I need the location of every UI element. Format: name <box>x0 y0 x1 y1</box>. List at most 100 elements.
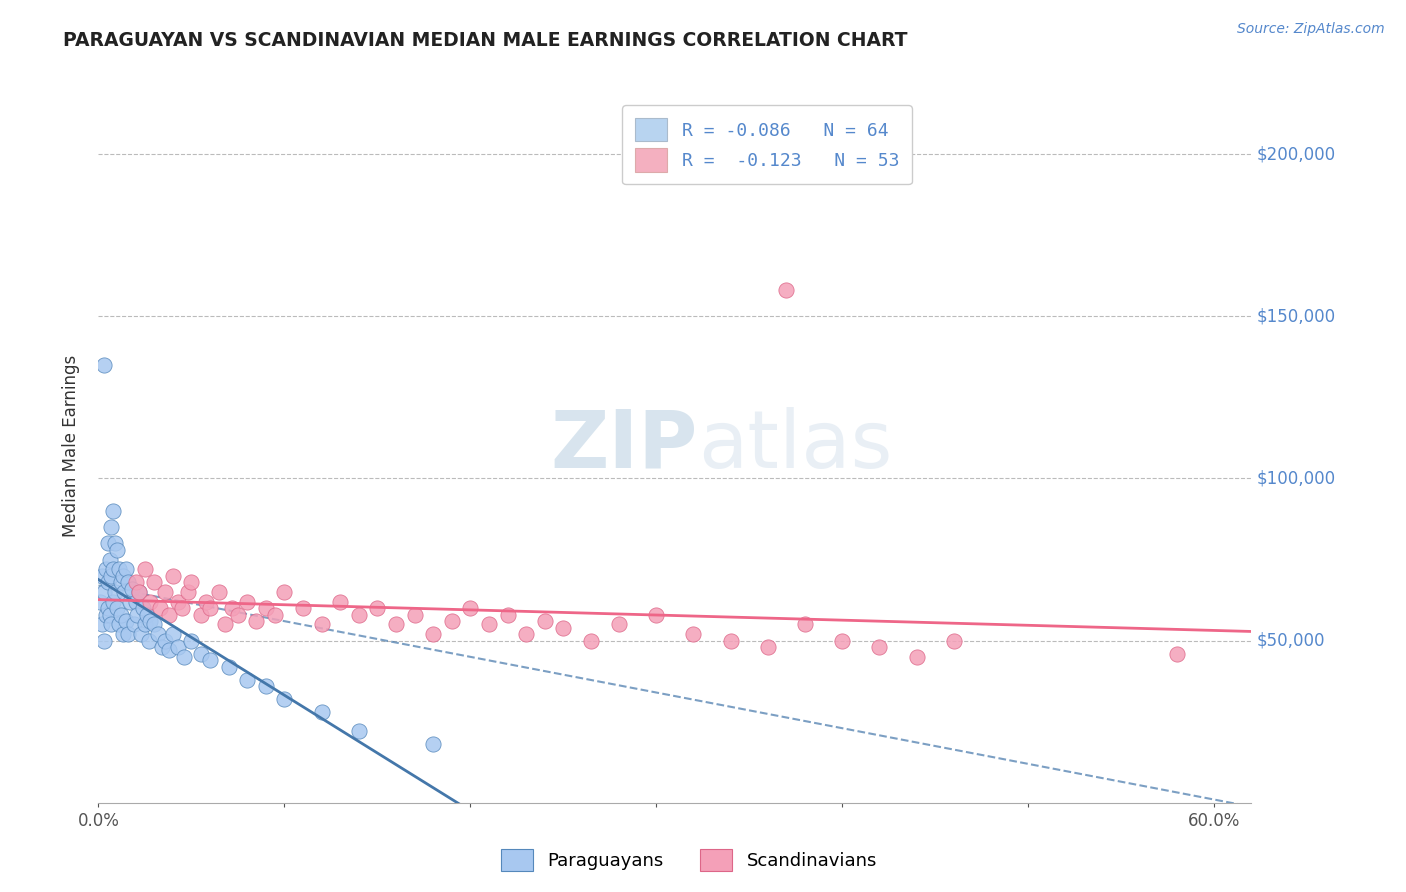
Point <box>100 617 122 632</box>
Point <box>97 575 120 590</box>
Point <box>607 617 630 632</box>
Point <box>347 724 370 739</box>
Text: $100,000: $100,000 <box>1257 469 1336 487</box>
Point <box>134 562 156 576</box>
Point <box>124 575 146 590</box>
Point <box>190 607 212 622</box>
Point <box>122 617 145 632</box>
Point <box>127 607 149 622</box>
Text: $150,000: $150,000 <box>1257 307 1336 326</box>
Point <box>173 649 195 664</box>
Point <box>129 627 152 641</box>
Point <box>198 653 221 667</box>
Point <box>162 627 184 641</box>
Point <box>150 640 173 654</box>
Point <box>195 595 218 609</box>
Text: $200,000: $200,000 <box>1257 145 1336 163</box>
Point <box>146 627 169 641</box>
Point <box>103 595 125 609</box>
Point <box>100 520 122 534</box>
Point <box>905 649 928 664</box>
Point <box>190 647 212 661</box>
Point <box>221 601 243 615</box>
Point <box>104 536 127 550</box>
Point <box>868 640 890 654</box>
Point <box>110 575 132 590</box>
Point <box>134 617 156 632</box>
Point <box>756 640 779 654</box>
Point <box>236 595 259 609</box>
Text: $50,000: $50,000 <box>1257 632 1326 649</box>
Point <box>264 607 287 622</box>
Point <box>143 617 166 632</box>
Point <box>385 617 408 632</box>
Point <box>94 562 117 576</box>
Point <box>104 585 127 599</box>
Point <box>162 568 184 582</box>
Point <box>108 617 131 632</box>
Point <box>226 607 249 622</box>
Point <box>139 614 162 628</box>
Point <box>135 607 157 622</box>
Point <box>103 562 125 576</box>
Point <box>91 568 114 582</box>
Point <box>91 617 114 632</box>
Point <box>114 585 136 599</box>
Point <box>254 679 277 693</box>
Point <box>167 595 190 609</box>
Point <box>98 607 121 622</box>
Point <box>214 617 236 632</box>
Legend: Paraguayans, Scandinavians: Paraguayans, Scandinavians <box>494 842 884 879</box>
Point <box>157 643 180 657</box>
Point <box>347 607 370 622</box>
Point <box>89 595 111 609</box>
Point <box>254 601 277 615</box>
Point <box>105 601 128 615</box>
Point <box>311 705 333 719</box>
Y-axis label: Median Male Earnings: Median Male Earnings <box>62 355 80 537</box>
Point <box>115 562 138 576</box>
Point <box>94 607 117 622</box>
Point <box>366 601 388 615</box>
Point <box>97 536 120 550</box>
Point <box>478 617 501 632</box>
Point <box>103 504 125 518</box>
Point <box>105 542 128 557</box>
Point <box>139 595 162 609</box>
Point <box>172 601 194 615</box>
Point <box>422 738 444 752</box>
Point <box>111 627 134 641</box>
Point <box>515 627 537 641</box>
Point <box>138 633 160 648</box>
Point <box>143 575 166 590</box>
Point <box>117 627 139 641</box>
Point <box>176 585 198 599</box>
Point <box>93 358 115 372</box>
Point <box>533 614 555 628</box>
Point <box>496 607 519 622</box>
Point <box>208 585 231 599</box>
Point <box>155 585 177 599</box>
Legend: R = -0.086   N = 64, R =  -0.123   N = 53: R = -0.086 N = 64, R = -0.123 N = 53 <box>623 105 912 185</box>
Point <box>110 607 132 622</box>
Point <box>645 607 668 622</box>
Point <box>180 575 202 590</box>
Point <box>218 659 240 673</box>
Point <box>831 633 853 648</box>
Point <box>682 627 704 641</box>
Point <box>98 552 121 566</box>
Point <box>128 585 150 599</box>
Text: Source: ZipAtlas.com: Source: ZipAtlas.com <box>1237 22 1385 37</box>
Point <box>117 575 139 590</box>
Point <box>942 633 965 648</box>
Point <box>291 601 314 615</box>
Point <box>167 640 190 654</box>
Point <box>460 601 482 615</box>
Point <box>115 614 138 628</box>
Point <box>775 283 797 297</box>
Point <box>273 585 295 599</box>
Point <box>108 562 131 576</box>
Point <box>579 633 602 648</box>
Point <box>157 607 180 622</box>
Point <box>111 568 134 582</box>
